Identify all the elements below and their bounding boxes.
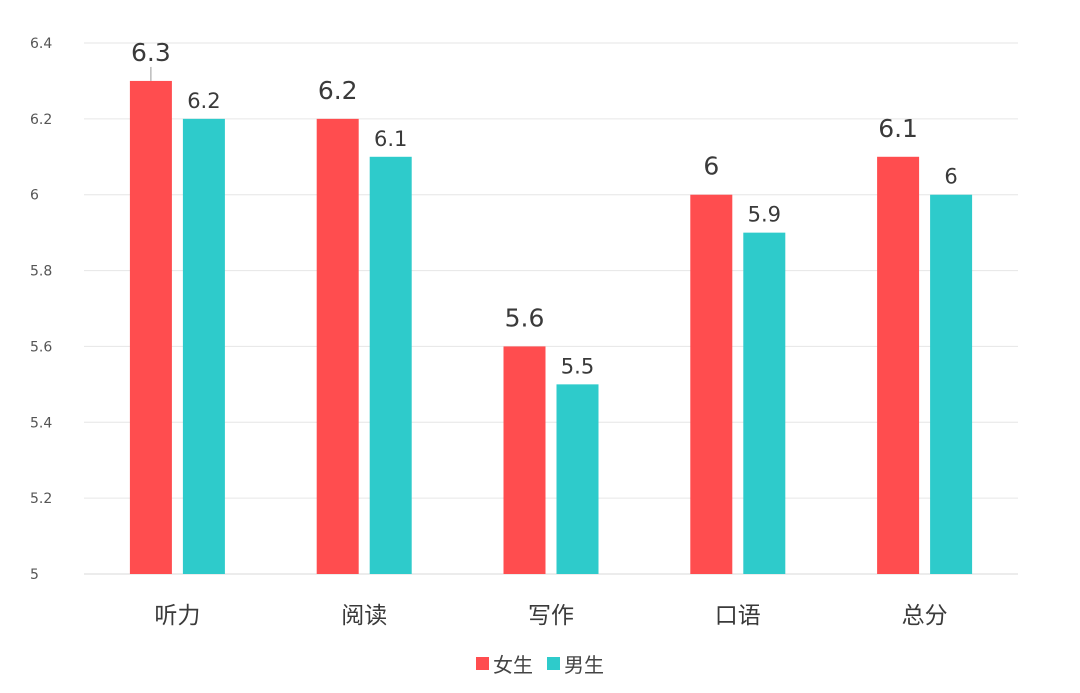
y-tick-label: 5.8: [30, 264, 52, 280]
y-tick-label: 5.2: [30, 491, 52, 507]
data-label-series-1-3: 5.9: [748, 203, 781, 227]
bar-series-0-2[interactable]: [503, 346, 546, 574]
data-label-series-0-4: 6.1: [878, 114, 918, 143]
y-tick-label: 6: [30, 188, 39, 204]
bar-series-1-2[interactable]: [556, 384, 599, 574]
legend-item-series-0[interactable]: 女生: [476, 649, 533, 678]
legend-label-series-1: 男生: [564, 653, 604, 677]
data-label-series-0-0: 6.3: [131, 38, 171, 67]
bars: [129, 80, 973, 575]
data-label-series-1-0: 6.2: [187, 89, 220, 113]
legend-swatch-series-1: [547, 657, 560, 670]
x-axis-ticks: 听力 阅读 写作 口语 总分: [154, 603, 947, 629]
x-tick-label: 阅读: [341, 603, 387, 629]
grid-lines: [84, 42, 1018, 575]
legend: 女生 男生: [0, 649, 1080, 678]
bar-series-1-4[interactable]: [930, 194, 973, 574]
legend-label-series-0: 女生: [493, 653, 533, 677]
data-label-series-0-3: 6: [703, 152, 719, 181]
legend-swatch-series-0: [476, 657, 489, 670]
y-tick-label: 5.4: [30, 415, 52, 431]
bar-series-0-4[interactable]: [877, 156, 920, 575]
data-label-series-1-4: 6: [944, 165, 957, 189]
data-label-series-0-1: 6.2: [318, 76, 358, 105]
legend-item-series-1[interactable]: 男生: [547, 649, 604, 678]
x-tick-label: 写作: [528, 603, 574, 629]
data-label-series-0-2: 5.6: [505, 303, 545, 332]
y-axis-ticks: 5 5.2 5.4 5.6 5.8 6 6.2 6.4: [30, 36, 52, 583]
x-tick-label: 总分: [902, 603, 948, 629]
bar-series-0-3[interactable]: [690, 194, 733, 574]
data-label-series-1-1: 6.1: [374, 127, 407, 151]
x-tick-label: 口语: [715, 603, 761, 629]
bar-series-1-1[interactable]: [369, 156, 412, 575]
bar-series-1-3[interactable]: [743, 232, 786, 574]
bar-series-1-0[interactable]: [182, 118, 225, 574]
y-tick-label: 6.2: [30, 112, 52, 128]
x-tick-label: 听力: [154, 603, 200, 629]
y-tick-label: 5: [30, 567, 39, 583]
y-tick-label: 5.6: [30, 339, 52, 355]
data-label-series-1-2: 5.5: [561, 354, 594, 378]
bar-series-0-0[interactable]: [129, 80, 172, 574]
y-tick-label: 6.4: [30, 36, 52, 52]
data-labels: 6.3 6.2 5.6 6 6.1 6.2 6.1 5.5 5.9 6: [131, 38, 958, 378]
bar-series-0-1[interactable]: [316, 118, 359, 574]
